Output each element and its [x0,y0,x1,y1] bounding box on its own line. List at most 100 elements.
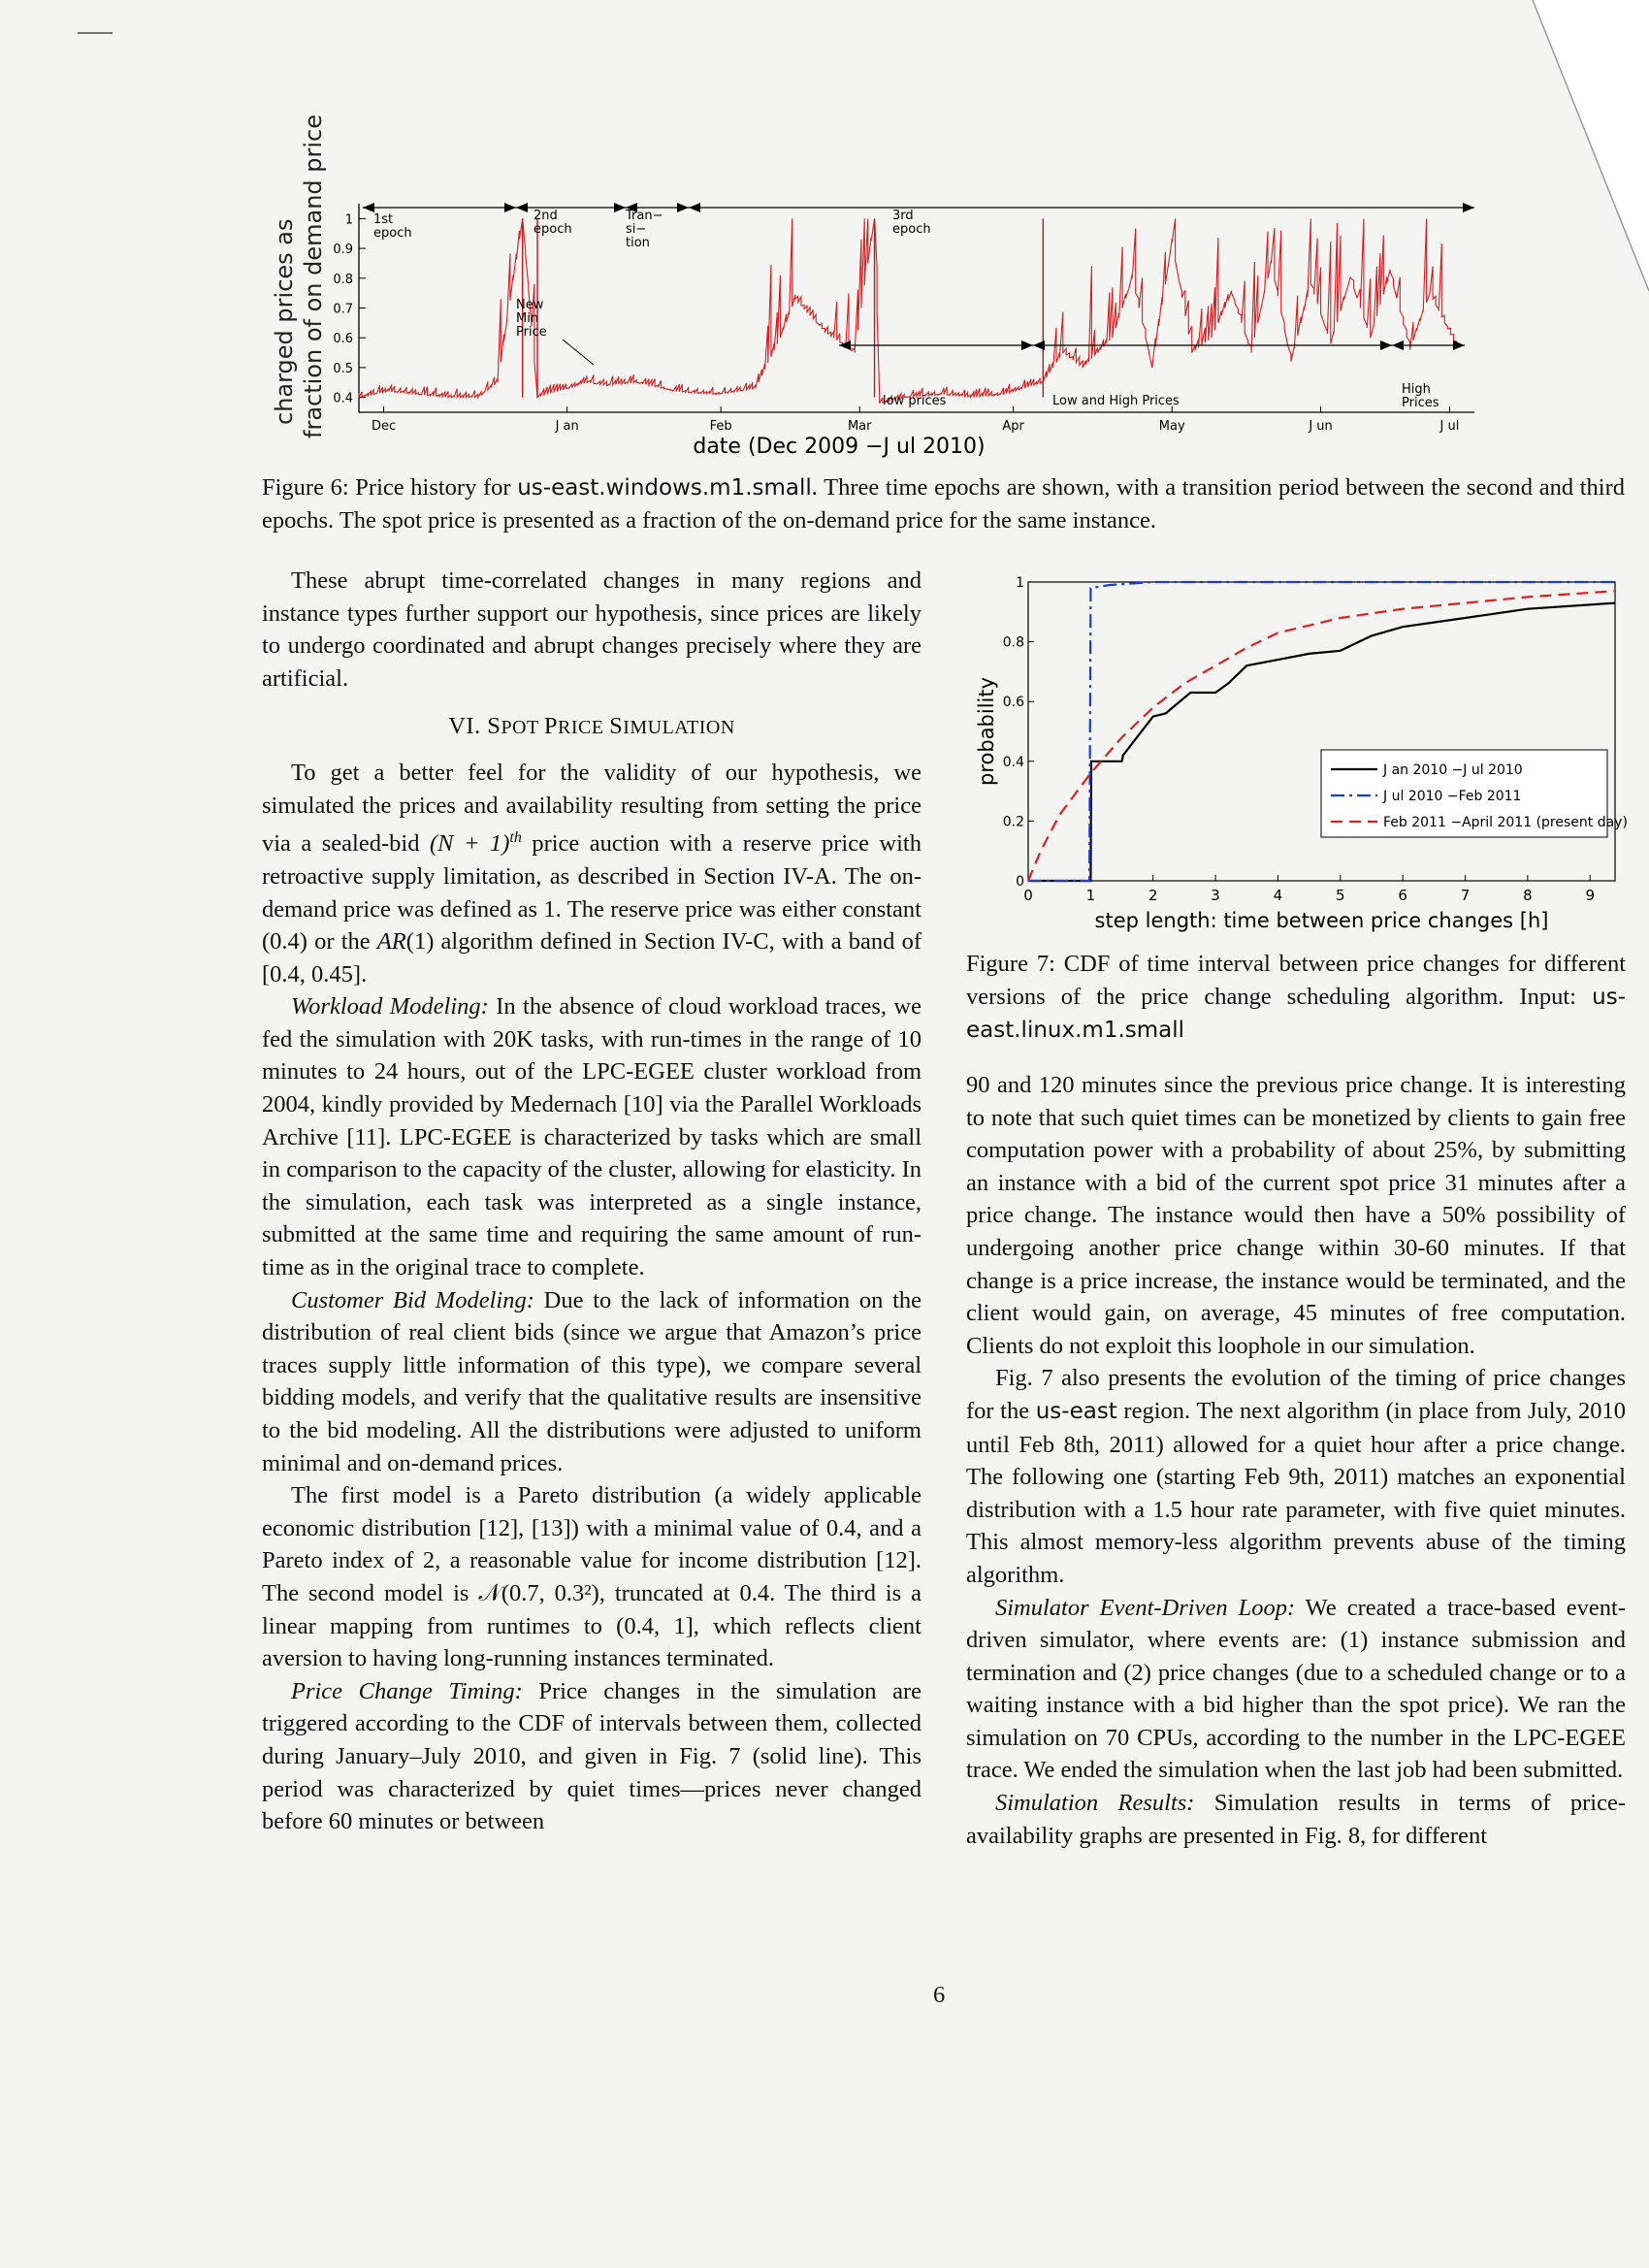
x-tick-label: 1 [1086,887,1096,904]
low-high-prices-arrow-head-right [1380,340,1392,350]
transition-label: tion [626,236,650,250]
third-epoch-arrow-head-left [689,203,700,212]
new-min-price-label: Min [516,311,538,326]
margin-mark [78,32,113,34]
new-min-price-label: New [516,298,544,312]
high-prices-arrow-head-left [1392,340,1404,350]
y-tick-label: 0 [1016,874,1024,890]
paragraph: Fig. 7 also presents the evolution of th… [966,1365,1626,1588]
y-tick-label: 1 [345,212,353,227]
x-tick-label: May [1159,419,1185,434]
x-tick-label: Mar [848,419,872,434]
y-tick-label: 0.7 [333,303,353,317]
paragraph: Price Change Timing: Price changes in th… [262,1677,922,1835]
x-tick-label: Feb [710,419,732,434]
fig6-annotations: 1stepoch2ndepochTran−si−tion3rdepochNewM… [363,203,1474,410]
third-epoch-label: epoch [892,222,931,237]
x-tick-label: J ul [1439,419,1460,434]
low-prices-arrow-head-left [839,340,851,350]
x-tick-label: 5 [1336,887,1345,904]
y-tick-label: 0.6 [1003,695,1024,710]
right-column: 90 and 120 minutes since the previous pr… [966,1069,1626,1852]
paragraph: These abrupt time-correlated changes in … [262,567,922,692]
first-epoch-arrow-head-left [363,203,374,212]
x-tick-label: Apr [1002,419,1024,434]
fig6-series [358,218,1458,405]
page-corner-fold [1532,0,1649,291]
figure-6-price-history-chart: 0.4 0.5 0.6 0.7 0.8 0.9 1 Dec J an Feb Mar Apr May J … [333,203,1474,459]
fig7-series [1026,580,1616,883]
x-tick-label: 3 [1211,887,1220,904]
x-tick-label: Dec [372,419,396,434]
new-min-price-pointer [562,339,595,366]
fig7-legend: J an 2010 −J ul 2010 J ul 2010 −Feb 2011 F… [1320,749,1628,838]
y-tick-label: 0.9 [333,243,353,257]
third-epoch-label: 3rd [892,209,914,223]
y-tick-label: 0.2 [1003,814,1024,829]
x-tick-label: 8 [1523,887,1533,904]
first-epoch-label: 1st [373,212,393,227]
transition-label: si− [626,222,646,237]
series-line-1 [1028,601,1616,883]
second-epoch-label: 2nd [534,209,558,223]
second-epoch-label: epoch [534,222,572,237]
paragraph: Customer Bid Modeling: Due to the lack o… [262,1286,922,1476]
left-column: These abrupt time-correlated changes in … [262,565,922,1838]
high-prices-label: High [1402,382,1431,397]
figure-7-cdf-chart: 0 0.2 0.4 0.6 0.8 1 0 1 2 3 4 5 6 7 8 9 step length: tim… [975,575,1628,932]
first-epoch-label: epoch [373,226,412,241]
x-axis-title: step length: time between price changes … [1095,909,1549,932]
section-heading: VI. SPOT PRICE SIMULATION [448,713,735,740]
y-tick-label: 0.4 [1003,755,1024,770]
paragraph: Simulation Results: Simulation results i… [966,1790,1626,1849]
paragraph: Simulator Event-Driven Loop: We created … [966,1594,1626,1784]
subsection-heading: Simulation Results: [995,1790,1195,1817]
y-tick-label: 0.6 [333,332,353,346]
paragraph: 90 and 120 minutes since the previous pr… [966,1072,1626,1359]
first-epoch-arrow-head-right [504,203,516,212]
fig6-axes: 0.4 0.5 0.6 0.7 0.8 0.9 1 Dec J an Feb Mar Apr May J … [333,204,1474,459]
x-tick-label: 6 [1398,887,1407,904]
second-epoch-arrow-head-right [614,203,626,212]
transition-label: Tran− [625,209,663,223]
high-prices-label: Prices [1402,396,1439,410]
x-tick-label: 9 [1585,887,1595,904]
second-epoch-arrow-head-left [516,203,528,212]
x-axis-title: date (Dec 2009 −J ul 2010) [693,435,985,459]
x-tick-label: J un [1308,419,1332,434]
subsection-heading: Customer Bid Modeling: [291,1286,534,1313]
transition-arrow-head-right [677,203,689,212]
y-tick-label: 1 [1016,575,1024,591]
subsection-heading: Price Change Timing: [291,1677,523,1704]
legend-entry: Feb 2011 −April 2011 (present day) [1383,815,1628,830]
x-tick-label: 7 [1461,887,1471,904]
x-tick-label: 0 [1023,887,1033,904]
figure-6-caption: Figure 6: Price history for us-east.wind… [262,474,1625,534]
paragraph: To get a better feel for the validity of… [262,759,922,988]
third-epoch-arrow-head-right [1463,203,1474,212]
y-axis-title: probability [975,677,998,786]
x-tick-label: J an [555,419,579,434]
low-high-prices-arrow-head-left [1033,340,1045,350]
high-prices-arrow-head-right [1453,340,1465,350]
subsection-heading: Workload Modeling: [291,993,489,1021]
figure-7-caption: Figure 7: CDF of time interval between p… [966,951,1626,1044]
transition-arrow-head-left [626,203,637,212]
y-tick-label: 0.8 [333,273,353,287]
legend-entry: J an 2010 −J ul 2010 [1382,762,1523,778]
y-tick-label: 0.5 [333,362,353,376]
fig7-axes: 0 0.2 0.4 0.6 0.8 1 0 1 2 3 4 5 6 7 8 9 step length: tim… [975,575,1616,932]
low-prices-label: low prices [883,394,947,408]
low-prices-arrow-head-right [1021,340,1033,350]
x-tick-label: 4 [1274,887,1283,904]
paragraph: Workload Modeling: In the absence of clo… [262,993,922,1281]
legend-entry: J ul 2010 −Feb 2011 [1382,789,1521,804]
page-number: 6 [933,1982,946,2008]
new-min-price-label: Price [516,325,547,340]
paragraph: The first model is a Pareto distribution… [262,1482,922,1672]
subsection-heading: Simulator Event-Driven Loop: [995,1594,1296,1621]
low-high-prices-label: Low and High Prices [1052,394,1180,408]
x-tick-label: 2 [1148,887,1158,904]
price-series-line [358,218,1458,405]
series-line-2 [1028,580,1615,883]
